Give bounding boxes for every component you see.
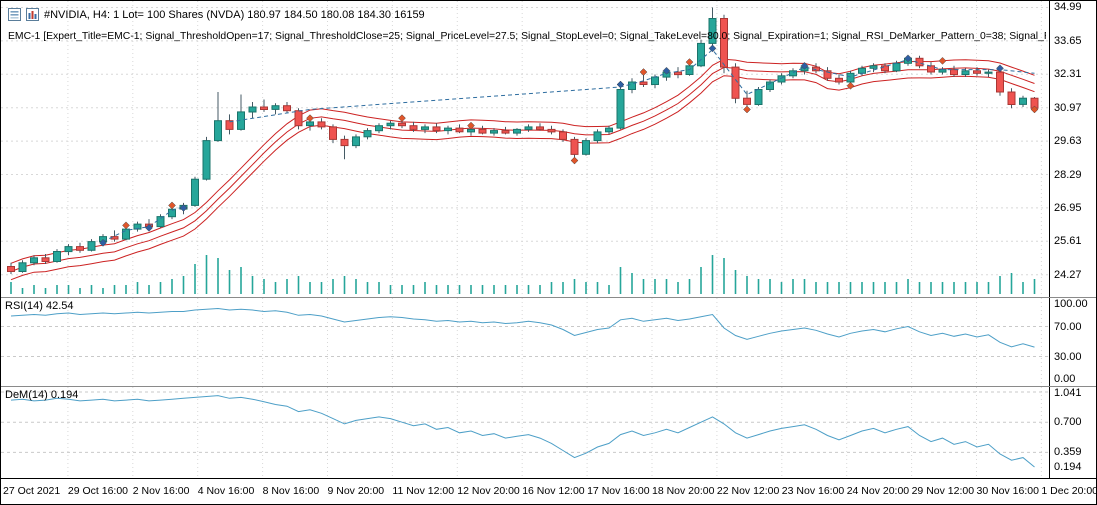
time-axis-label: 22 Nov 12:00 <box>716 485 780 497</box>
panel-divider[interactable] <box>1 297 1096 298</box>
price-axis-label: 34.99 <box>1054 1 1082 14</box>
price-axis[interactable]: 34.99 33.65 32.31 30.97 29.63 28.29 26.95 25.61… <box>1049 1 1096 297</box>
time-axis-label: 18 Nov 20:00 <box>652 485 715 497</box>
price-axis-label: 25.61 <box>1054 235 1082 248</box>
time-axis-label: 11 Nov 12:00 <box>392 485 455 497</box>
time-axis-label: 2 Nov 16:00 <box>132 485 190 497</box>
dem-indicator-label: DeM(14) 0.194 <box>5 389 79 401</box>
time-axis-label: 29 Nov 12:00 <box>911 485 975 497</box>
dem-axis[interactable]: 1.041 0.700 0.359 0.194 <box>1049 387 1096 478</box>
dem-current-value-label: 0.194 <box>1054 460 1082 473</box>
rsi-axis-label: 30.00 <box>1054 350 1082 363</box>
rsi-indicator-label: RSI(14) 42.54 <box>5 300 74 312</box>
rsi-axis[interactable]: 100.00 70.00 30.00 0.00 <box>1049 298 1096 386</box>
rsi-indicator-panel[interactable]: RSI(14) 42.54 <box>1 298 1049 386</box>
time-axis-label: 9 Nov 20:00 <box>327 485 385 497</box>
time-axis-divider <box>1 478 1096 479</box>
time-axis-label: 24 Nov 20:00 <box>846 485 910 497</box>
price-chart-plot <box>1 1 1049 297</box>
expert-advisor-line: EMC-1 [Expert_Title=EMC-1; Signal_Thresh… <box>8 26 1046 44</box>
time-axis[interactable]: 27 Oct 2021 29 Oct 16:00 2 Nov 16:00 4 Nov … <box>1 479 1097 504</box>
price-axis-label: 26.95 <box>1054 201 1082 214</box>
price-axis-label: 30.97 <box>1054 101 1082 114</box>
rsi-plot <box>1 298 1049 386</box>
dem-indicator-panel[interactable]: DeM(14) 0.194 <box>1 387 1049 478</box>
dem-plot <box>1 387 1049 478</box>
time-axis-label: 16 Nov 12:00 <box>522 485 585 497</box>
rsi-axis-label: 70.00 <box>1054 320 1082 333</box>
price-axis-label: 33.65 <box>1054 34 1082 47</box>
panel-divider[interactable] <box>1 386 1096 387</box>
rsi-axis-label: 0.00 <box>1054 373 1076 385</box>
chart-list-icon[interactable] <box>8 8 21 21</box>
time-axis-label: 1 Dec 20:00 <box>1041 485 1097 497</box>
time-axis-label: 4 Nov 16:00 <box>197 485 255 497</box>
dem-axis-label: 0.700 <box>1054 416 1082 429</box>
rsi-axis-label: 100.00 <box>1054 298 1088 310</box>
chart-icon[interactable] <box>26 8 39 21</box>
price-axis-label: 24.27 <box>1054 268 1082 281</box>
price-axis-label: 32.31 <box>1054 68 1082 81</box>
time-axis-label: 27 Oct 2021 <box>3 485 61 497</box>
dem-axis-label: 1.041 <box>1054 387 1082 399</box>
chart-title-bar: #NVIDIA, H4: 1 Lot= 100 Shares (NVDA) 18… <box>8 8 425 21</box>
expert-advisor-text: EMC-1 [Expert_Title=EMC-1; Signal_Thresh… <box>8 31 1046 42</box>
time-axis-label: 8 Nov 16:00 <box>262 485 320 497</box>
price-axis-label: 28.29 <box>1054 168 1082 181</box>
time-axis-label: 23 Nov 16:00 <box>781 485 845 497</box>
time-axis-label: 17 Nov 16:00 <box>587 485 650 497</box>
time-axis-label: 30 Nov 16:00 <box>976 485 1039 497</box>
time-axis-label: 12 Nov 20:00 <box>457 485 520 497</box>
symbol-title: #NVIDIA, H4: 1 Lot= 100 Shares (NVDA) 18… <box>44 8 425 21</box>
dem-axis-label: 0.359 <box>1054 446 1082 459</box>
price-axis-label: 29.63 <box>1054 135 1082 148</box>
time-axis-label: 29 Oct 16:00 <box>67 485 129 497</box>
main-chart-panel[interactable]: #NVIDIA, H4: 1 Lot= 100 Shares (NVDA) 18… <box>1 1 1049 297</box>
